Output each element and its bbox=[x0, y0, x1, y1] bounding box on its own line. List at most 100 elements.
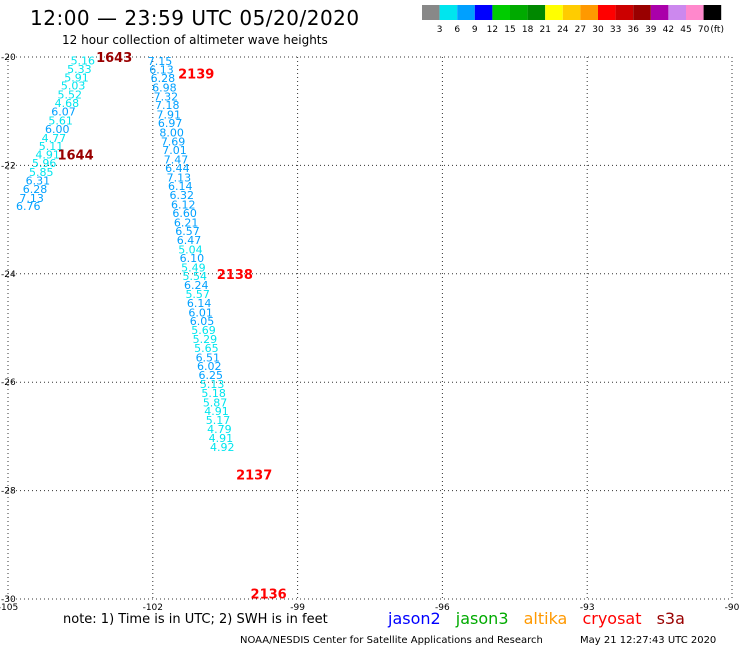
color-swatch bbox=[474, 5, 493, 20]
y-tick-label: -22 bbox=[1, 161, 16, 171]
swh-point-label: 5.52 bbox=[58, 88, 83, 101]
pass-time-label: 2138 bbox=[217, 268, 253, 283]
swh-point-label: 6.44 bbox=[165, 162, 190, 175]
swh-point-label: 6.60 bbox=[172, 207, 197, 220]
swh-point-label: 5.65 bbox=[194, 342, 219, 355]
swh-point-label: 6.12 bbox=[171, 198, 196, 211]
x-tick-label: -102 bbox=[143, 603, 163, 613]
swh-point-label: 5.61 bbox=[48, 114, 73, 127]
pass-time-label: 1644 bbox=[57, 149, 93, 164]
color-scale-label: 24 bbox=[557, 25, 569, 35]
swh-point-label: 5.69 bbox=[191, 324, 216, 337]
swh-point-label: 6.10 bbox=[180, 252, 205, 265]
color-swatch bbox=[668, 5, 686, 20]
pass-time-label: 1643 bbox=[96, 51, 132, 66]
swh-point-label: 4.79 bbox=[207, 423, 232, 436]
swh-point-label: 5.16 bbox=[71, 54, 96, 67]
swh-point-label: 7.18 bbox=[155, 99, 180, 112]
y-tick-label: -30 bbox=[1, 595, 16, 605]
color-swatch bbox=[703, 5, 722, 20]
chart-marks: 5.165.335.915.035.524.686.075.616.004.77… bbox=[16, 51, 287, 603]
y-tick-label: -20 bbox=[1, 53, 16, 63]
swh-point-label: 6.14 bbox=[168, 180, 193, 193]
swh-point-label: 5.85 bbox=[29, 166, 54, 179]
swh-point-label: 5.04 bbox=[178, 243, 203, 256]
color-scale-label: 36 bbox=[627, 25, 639, 35]
color-scale-label: 6 bbox=[454, 25, 460, 35]
swh-point-label: 6.25 bbox=[198, 369, 223, 382]
swh-point-label: 6.01 bbox=[188, 306, 213, 319]
swh-point-label: 5.03 bbox=[61, 80, 86, 93]
swh-point-label: 6.13 bbox=[149, 63, 174, 76]
pass-time-label: 2139 bbox=[178, 67, 214, 82]
color-swatch bbox=[422, 5, 440, 20]
page-subtitle: 12 hour collection of altimeter wave hei… bbox=[62, 33, 328, 47]
swh-point-label: 6.32 bbox=[170, 189, 195, 202]
color-swatch bbox=[580, 5, 598, 20]
color-scale-label: 15 bbox=[504, 25, 515, 35]
swh-point-label: 4.68 bbox=[55, 97, 80, 110]
color-swatch bbox=[545, 5, 563, 20]
swh-point-label: 7.15 bbox=[148, 55, 173, 68]
swh-point-label: 4.91 bbox=[35, 149, 60, 162]
swh-point-label: 5.49 bbox=[181, 261, 206, 274]
swh-point-label: 6.51 bbox=[196, 351, 221, 364]
swh-point-label: 6.21 bbox=[174, 216, 199, 229]
y-tick-label: -24 bbox=[1, 270, 16, 280]
chart-axes: -105 -102 -99 -96 -93 -90 -20 -22 -24 -26 -28 -30 bbox=[0, 53, 740, 613]
swh-point-label: 5.57 bbox=[185, 288, 210, 301]
swh-point-label: 7.91 bbox=[156, 108, 181, 121]
swh-point-label: 6.14 bbox=[187, 297, 212, 310]
footer-timestamp: May 21 12:27:43 UTC 2020 bbox=[580, 635, 717, 646]
swh-point-label: 7.13 bbox=[19, 192, 44, 205]
color-scale-label: 27 bbox=[575, 25, 586, 35]
y-tick-label: -26 bbox=[1, 378, 16, 388]
swh-point-label: 6.05 bbox=[190, 315, 215, 328]
swh-point-label: 6.24 bbox=[184, 279, 209, 292]
color-scale-label: 12 bbox=[487, 25, 498, 35]
pass-time-label: 2137 bbox=[236, 468, 272, 483]
color-scale-unit: (ft) bbox=[710, 25, 724, 35]
swh-point-label: 4.91 bbox=[209, 432, 234, 445]
swh-point-label: 5.11 bbox=[39, 140, 64, 153]
swh-point-label: 6.02 bbox=[197, 360, 222, 373]
color-scale-legend: 3 6 9 12 15 18 21 24 27 30 33 36 39 42 45 70 (ft) bbox=[422, 5, 724, 35]
units-note: note: 1) Time is in UTC; 2) SWH is in fe… bbox=[63, 612, 328, 627]
color-swatch bbox=[686, 5, 704, 20]
swh-point-label: 5.87 bbox=[203, 396, 228, 409]
swh-point-label: 5.29 bbox=[193, 333, 218, 346]
pass-time-label: 2136 bbox=[251, 588, 287, 603]
swh-point-label: 5.96 bbox=[32, 157, 57, 170]
color-swatch bbox=[457, 5, 475, 20]
swh-point-label: 5.54 bbox=[183, 270, 208, 283]
footer-organization: NOAA/NESDIS Center for Satellite Applica… bbox=[240, 635, 543, 646]
color-swatch bbox=[439, 5, 458, 20]
color-swatch bbox=[650, 5, 669, 20]
color-swatch bbox=[598, 5, 616, 20]
swh-point-label: 7.13 bbox=[167, 171, 192, 184]
x-tick-label: -99 bbox=[290, 603, 305, 613]
swh-point-label: 4.77 bbox=[42, 132, 67, 145]
satellite-legend-jason2: jason2 bbox=[388, 609, 441, 628]
color-swatch bbox=[492, 5, 510, 20]
swh-point-label: 5.13 bbox=[200, 378, 225, 391]
swh-point-label: 5.91 bbox=[64, 72, 89, 85]
color-swatch bbox=[633, 5, 651, 20]
swh-point-label: 7.47 bbox=[164, 153, 189, 166]
swh-point-label: 6.28 bbox=[23, 183, 48, 196]
swh-point-label: 6.07 bbox=[51, 106, 76, 119]
satellite-legend-cryosat: cryosat bbox=[582, 609, 642, 628]
color-swatch bbox=[510, 5, 528, 20]
color-scale-label: 70 bbox=[698, 25, 710, 35]
x-tick-label: -96 bbox=[435, 603, 450, 613]
chart-grid bbox=[7, 56, 733, 600]
color-scale-label: 39 bbox=[645, 25, 657, 35]
color-swatch bbox=[527, 5, 546, 20]
swh-point-label: 7.32 bbox=[154, 91, 179, 104]
color-scale-label: 30 bbox=[592, 25, 604, 35]
color-scale-label: 18 bbox=[522, 25, 534, 35]
satellite-legend-altika: altika bbox=[523, 609, 568, 628]
color-swatch bbox=[562, 5, 581, 20]
color-scale-label: 21 bbox=[539, 25, 550, 35]
